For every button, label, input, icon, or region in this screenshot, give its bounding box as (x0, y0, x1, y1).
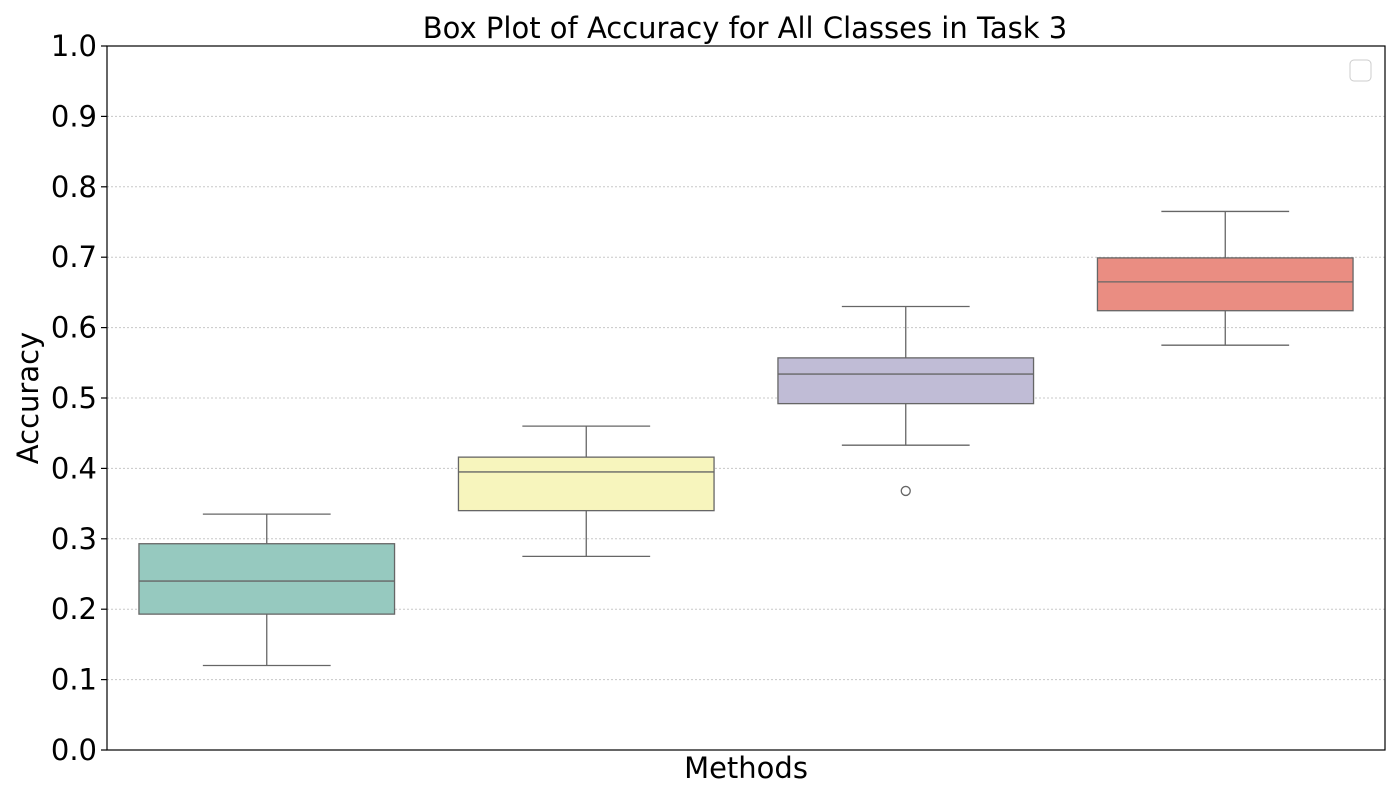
iqr-box (457, 456, 715, 512)
y-tick-label: 0.5 (51, 381, 97, 415)
y-tick-label: 0.3 (51, 522, 97, 556)
box-series (138, 210, 1354, 667)
y-tick-label: 0.7 (51, 240, 97, 274)
y-tick-label: 0.9 (51, 99, 97, 133)
y-tick-label: 1.0 (51, 29, 97, 63)
box-3 (777, 305, 1035, 497)
y-tick-label: 0.8 (51, 170, 97, 204)
iqr-box (777, 357, 1035, 405)
plot-frame (106, 45, 1386, 751)
box-2 (457, 425, 715, 558)
legend-box (1349, 59, 1372, 82)
y-axis-label: Accuracy (11, 332, 45, 464)
outlier-point (900, 485, 911, 497)
chart-title: Box Plot of Accuracy for All Classes in … (423, 11, 1067, 45)
y-tick-label: 0.2 (51, 592, 97, 626)
iqr-box (138, 543, 396, 615)
y-axis-ticks: 0.0 0.1 0.2 0.3 0.4 0.5 0.6 0.7 0.8 0.9 1.0 (51, 29, 107, 767)
y-tick-label: 0.6 (51, 311, 97, 345)
box-1 (138, 513, 396, 667)
y-tick-label: 0.0 (51, 733, 97, 767)
iqr-box (1096, 257, 1354, 312)
y-tick-label: 0.1 (51, 663, 97, 697)
y-tick-label: 0.4 (51, 451, 97, 485)
x-axis-label: Methods (684, 751, 808, 785)
box-4 (1096, 210, 1354, 346)
